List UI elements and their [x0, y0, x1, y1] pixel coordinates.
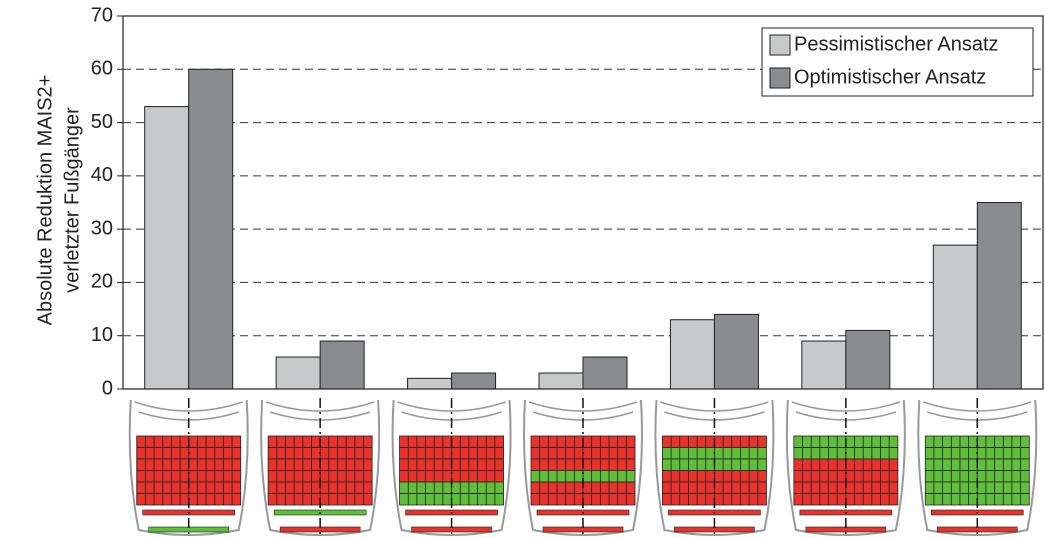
- y-tick-label: 60: [91, 58, 113, 80]
- car-outline: [917, 399, 1038, 536]
- bar: [538, 372, 584, 390]
- legend-swatch: [769, 34, 791, 56]
- y-tick-label: 70: [91, 4, 113, 26]
- car-icon: [260, 398, 381, 536]
- bar: [451, 372, 497, 390]
- bar: [801, 340, 847, 390]
- y-axis-label: verletzter Fußgänger: [61, 107, 83, 293]
- car-icon: [128, 398, 249, 536]
- legend-swatch: [769, 67, 791, 89]
- car-outline: [523, 399, 643, 536]
- y-tick-label: 30: [91, 217, 113, 239]
- bar: [582, 356, 628, 390]
- y-tick-label: 40: [91, 164, 113, 186]
- car-icon: [391, 398, 512, 536]
- y-tick-label: 0: [102, 377, 113, 399]
- car-icon: [523, 398, 643, 536]
- bar: [669, 319, 715, 390]
- car-outline: [785, 399, 906, 536]
- car-outline: [391, 399, 512, 536]
- bar: [407, 377, 453, 390]
- legend-label: Pessimistischer Ansatz: [794, 33, 999, 55]
- car-outline: [654, 399, 775, 536]
- car-icon: [654, 398, 775, 536]
- car-outline: [260, 399, 381, 536]
- plot-frame: [122, 15, 1044, 390]
- car-icon: [917, 398, 1038, 536]
- y-tick-label: 20: [91, 271, 113, 293]
- bar: [275, 356, 321, 390]
- bar: [932, 244, 978, 390]
- legend-label: Optimistischer Ansatz: [794, 66, 986, 88]
- y-tick-label: 10: [91, 324, 113, 346]
- bar: [319, 340, 365, 390]
- legend-box: [761, 27, 1034, 97]
- bar: [144, 106, 190, 390]
- y-axis-label: Absolute Reduktion MAIS2+: [34, 75, 56, 326]
- bar: [713, 313, 759, 390]
- bar: [188, 68, 234, 390]
- car-icon: [785, 398, 906, 536]
- y-tick-label: 50: [91, 111, 113, 133]
- car-outline: [128, 399, 249, 536]
- bar: [976, 202, 1022, 390]
- bar: [845, 329, 891, 390]
